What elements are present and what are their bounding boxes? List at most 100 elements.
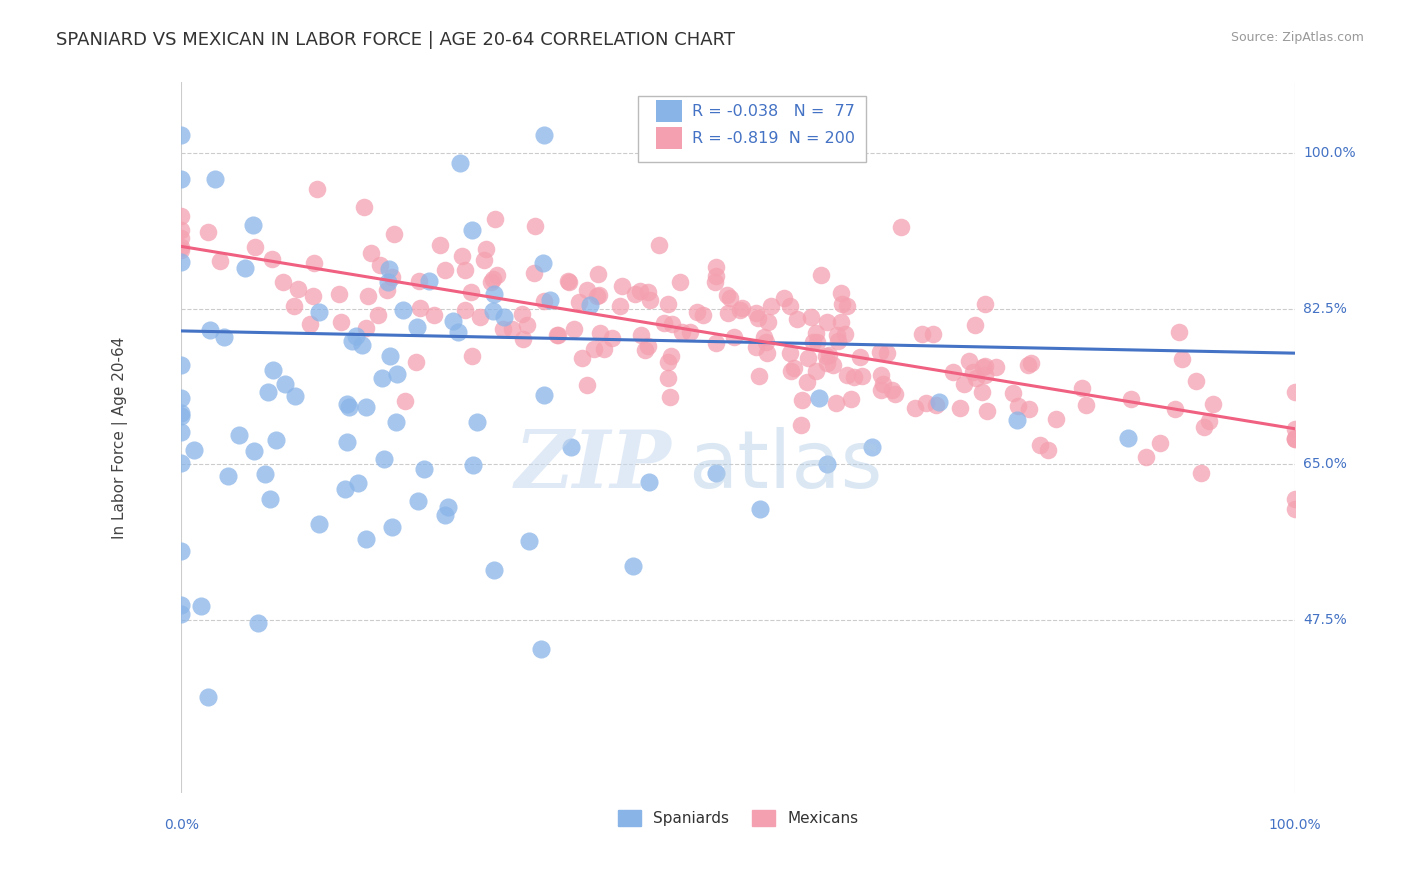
Point [717, 306, 740, 320]
FancyBboxPatch shape [638, 96, 866, 161]
Point [815, 349, 838, 363]
Point [208, 254, 231, 268]
Text: R = -0.038   N =  77: R = -0.038 N = 77 [693, 103, 855, 119]
Point [815, 458, 838, 472]
Point [243, 239, 266, 253]
Point [377, 275, 399, 289]
Point [460, 285, 482, 300]
Text: 0.0%: 0.0% [165, 818, 198, 832]
Point [745, 306, 768, 320]
Point [482, 304, 505, 318]
Point [1036, 442, 1059, 457]
Point [170, 409, 193, 423]
Point [731, 301, 754, 316]
Point [657, 355, 679, 369]
Point [533, 128, 555, 143]
Point [704, 260, 727, 274]
Point [170, 607, 193, 621]
Point [360, 245, 382, 260]
Point [523, 266, 546, 280]
Point [953, 377, 976, 392]
Point [170, 231, 193, 245]
Point [637, 339, 659, 353]
Point [1149, 436, 1171, 450]
Point [621, 559, 644, 574]
Point [170, 456, 193, 470]
Point [434, 508, 457, 523]
Point [183, 443, 205, 458]
Point [260, 252, 283, 266]
Point [963, 318, 986, 332]
Point [796, 375, 818, 389]
Point [408, 274, 430, 288]
Point [657, 297, 679, 311]
Point [247, 615, 270, 630]
Point [204, 172, 226, 186]
Point [790, 418, 813, 433]
Point [485, 268, 508, 283]
Point [1189, 467, 1212, 481]
Point [974, 297, 997, 311]
Point [538, 293, 561, 308]
Point [1284, 501, 1306, 516]
Point [782, 361, 804, 376]
Point [685, 305, 707, 319]
Point [259, 492, 281, 507]
Point [170, 128, 193, 143]
Point [976, 404, 998, 418]
Point [860, 440, 883, 454]
Point [350, 337, 373, 351]
Point [523, 219, 546, 234]
Point [228, 428, 250, 442]
Point [921, 326, 943, 341]
Point [924, 398, 946, 412]
Point [815, 315, 838, 329]
Point [1135, 450, 1157, 464]
Point [792, 392, 814, 407]
Text: 65.0%: 65.0% [1303, 458, 1347, 471]
Point [728, 303, 751, 318]
Point [1002, 386, 1025, 401]
Point [454, 303, 477, 318]
Point [344, 328, 367, 343]
Point [283, 299, 305, 313]
Point [533, 294, 555, 309]
Point [170, 544, 193, 558]
Point [516, 318, 538, 332]
Point [588, 326, 610, 340]
Point [965, 370, 987, 384]
Point [354, 321, 377, 335]
Point [974, 359, 997, 373]
Point [876, 345, 898, 359]
Point [501, 321, 523, 335]
Point [197, 690, 219, 705]
Point [409, 301, 432, 316]
Point [337, 400, 360, 414]
Point [659, 349, 682, 363]
Point [465, 415, 488, 429]
Point [1284, 492, 1306, 507]
Text: 82.5%: 82.5% [1303, 301, 1347, 316]
Point [381, 270, 404, 285]
Point [1070, 381, 1092, 395]
Point [748, 369, 770, 384]
Point [262, 362, 284, 376]
Point [287, 281, 309, 295]
Point [482, 271, 505, 285]
Point [336, 397, 359, 411]
Point [803, 334, 825, 349]
Point [557, 274, 579, 288]
Point [942, 365, 965, 379]
Point [406, 494, 429, 508]
Point [405, 354, 427, 368]
Text: atlas: atlas [688, 427, 883, 505]
Point [634, 343, 657, 357]
Point [718, 291, 741, 305]
Point [378, 261, 401, 276]
Point [804, 326, 827, 341]
Point [422, 308, 444, 322]
Point [368, 259, 391, 273]
Point [373, 451, 395, 466]
Point [842, 370, 865, 384]
Point [678, 325, 700, 339]
